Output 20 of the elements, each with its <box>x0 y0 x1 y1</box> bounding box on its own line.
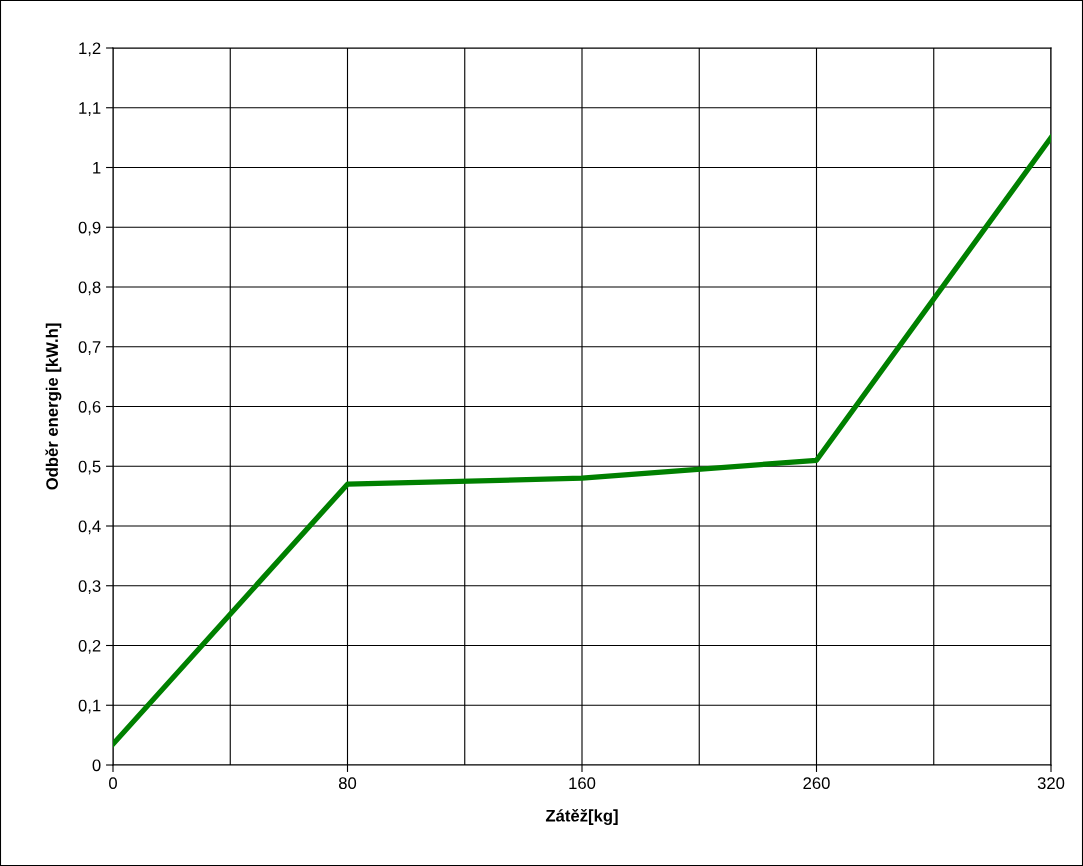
x-tick-label: 160 <box>569 777 596 790</box>
y-axis-title: Odběr energie [kW.h] <box>45 323 62 490</box>
x-axis-title: Zátěž[kg] <box>545 809 618 825</box>
y-tick-label: 0 <box>92 759 101 772</box>
x-tick-label: 320 <box>1037 777 1065 790</box>
x-tick-label: 80 <box>338 777 357 790</box>
y-tick-label: 0,9 <box>78 221 101 236</box>
y-tick-label: 0,5 <box>78 460 101 475</box>
y-tick-label: 0,1 <box>78 699 101 714</box>
y-tick-label: 0,7 <box>78 341 101 355</box>
y-tick-label: 1,2 <box>79 42 101 57</box>
y-tick-label: 1,1 <box>79 102 101 116</box>
x-tick-label: 0 <box>109 777 117 790</box>
y-tick-label: 0,6 <box>78 400 101 415</box>
y-tick-label: 0,3 <box>78 580 101 594</box>
x-tick-label: 260 <box>803 777 830 790</box>
y-tick-label: 0,8 <box>78 281 101 296</box>
y-tick-label: 0,4 <box>78 520 101 535</box>
y-tick-label: 0,2 <box>78 639 101 654</box>
y-tick-label: 1 <box>93 162 101 174</box>
